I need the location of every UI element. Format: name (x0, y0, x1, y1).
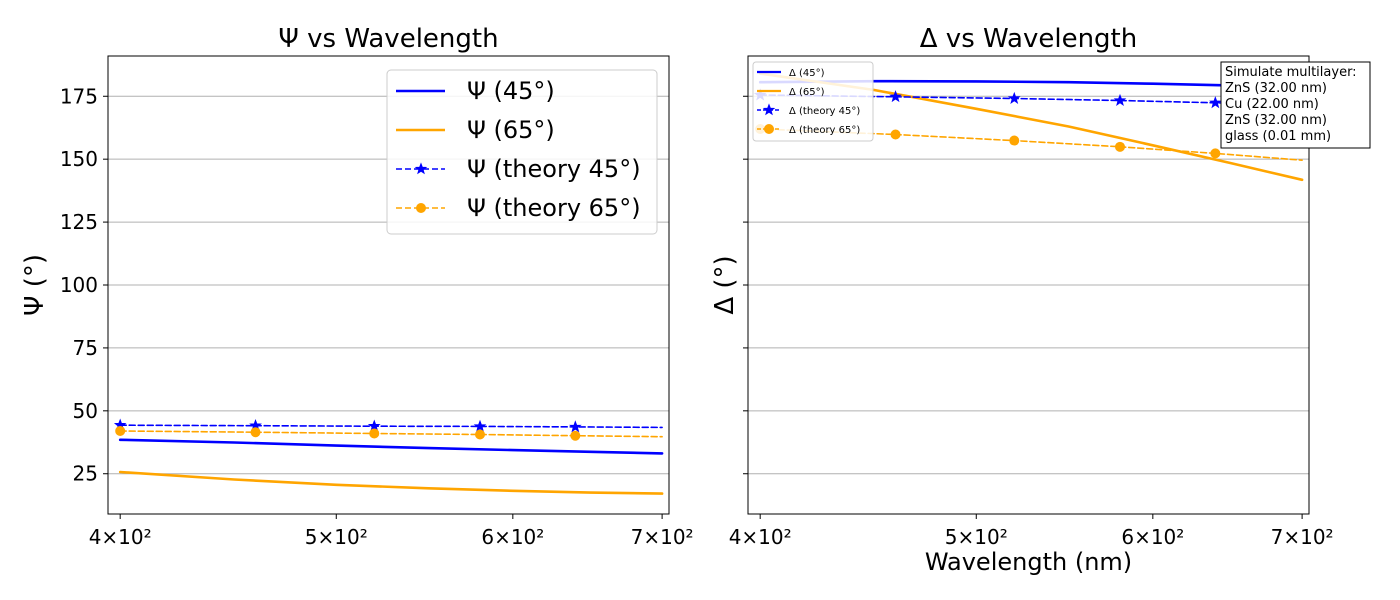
chart-title: Δ vs Wavelength (920, 24, 1137, 54)
data-point (250, 427, 261, 438)
y-tick-label: 50 (73, 399, 98, 423)
data-point (1114, 141, 1125, 152)
x-tick-label: 7×10² (631, 525, 694, 549)
legend-label: Ψ (theory 45°) (467, 155, 641, 183)
data-point (474, 429, 485, 440)
x-tick-label: 6×10² (1121, 525, 1184, 549)
legend-label: Δ (theory 65°) (789, 125, 860, 136)
legend-marker (416, 203, 426, 213)
x-tick-label: 7×10² (1271, 525, 1334, 549)
y-axis-label: Ψ (°) (20, 254, 50, 316)
legend-marker (764, 124, 774, 134)
chart-text: 25 50 75 100 125 150 175 4×10² 5×10² 6×10² 7×10² Ψ … (20, 24, 1334, 576)
legend-label: Δ (65°) (789, 87, 825, 98)
data-point (1209, 96, 1222, 109)
annotation-line: glass (0.01 mm) (1225, 129, 1331, 144)
y-axis-label: Δ (°) (710, 255, 740, 314)
data-point (369, 428, 380, 439)
series-line-1 (118, 470, 664, 495)
annotation-line: ZnS (32.00 nm) (1225, 113, 1327, 128)
data-point (1210, 148, 1221, 159)
x-axis-label: Wavelength (nm) (925, 548, 1132, 576)
annotation-box (1220, 61, 1371, 149)
data-point (890, 129, 901, 140)
legend-label: Ψ (65°) (467, 116, 555, 144)
annotation-line: Simulate multilayer: (1225, 65, 1357, 80)
data-point (570, 430, 581, 441)
series-lines (113, 72, 1304, 495)
y-tick-label: 100 (60, 273, 98, 297)
legend-marker (762, 103, 776, 116)
legends: Ψ (45°) Ψ (65°) Ψ (theory 45°) Ψ (theory 65… (386, 61, 1371, 235)
x-tick-label: 4×10² (729, 525, 792, 549)
x-tick-label: 4×10² (89, 525, 152, 549)
grid-lines (108, 95, 1309, 475)
legend-label: Ψ (theory 65°) (467, 194, 641, 222)
axes (103, 55, 1310, 519)
annotation-line: Cu (22.00 nm) (1225, 97, 1319, 112)
x-tick-label: 6×10² (481, 525, 544, 549)
data-point (1007, 91, 1021, 104)
y-tick-label: 125 (60, 210, 98, 234)
legend-label: Δ (theory 45°) (789, 106, 860, 117)
y-tick-label: 150 (60, 147, 98, 171)
data-point (889, 90, 902, 103)
y-tick-label: 175 (60, 84, 98, 108)
x-tick-label: 5×10² (305, 525, 368, 549)
legend-box (752, 61, 874, 142)
data-point (568, 420, 582, 433)
data-point (1009, 135, 1020, 146)
series-line-2 (119, 424, 663, 429)
legend-label: Ψ (45°) (467, 77, 555, 105)
legend-label: Δ (45°) (789, 68, 825, 79)
data-point (473, 419, 487, 432)
annotation-line: ZnS (32.00 nm) (1225, 81, 1327, 96)
y-tick-label: 75 (73, 336, 98, 360)
legend-marker (414, 162, 428, 175)
data-point (1113, 93, 1127, 106)
data-point (115, 425, 126, 436)
legend-box (386, 69, 658, 235)
x-tick-label: 5×10² (945, 525, 1008, 549)
chart-title: Ψ vs Wavelength (278, 24, 498, 54)
y-tick-label: 25 (73, 462, 98, 486)
series-line-0 (118, 438, 664, 455)
series-line-3 (119, 430, 663, 438)
series-line-1 (758, 72, 1304, 182)
